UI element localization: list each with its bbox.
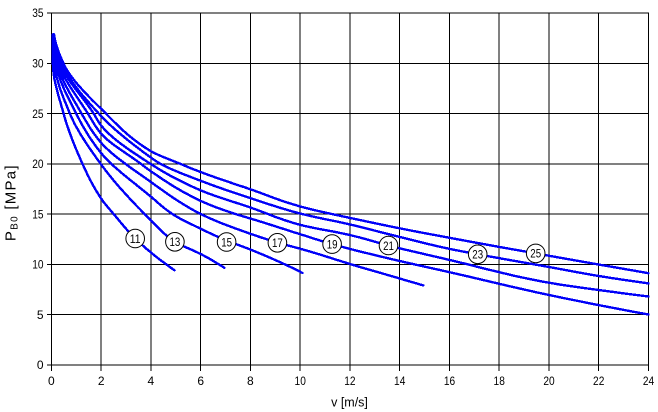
svg-text:12: 12 <box>344 374 356 388</box>
svg-text:14: 14 <box>394 374 406 388</box>
svg-text:23: 23 <box>472 248 483 262</box>
svg-text:24: 24 <box>643 374 655 388</box>
svg-text:0: 0 <box>37 358 44 372</box>
svg-text:8: 8 <box>247 374 254 388</box>
svg-text:18: 18 <box>494 374 506 388</box>
svg-text:10: 10 <box>32 258 44 272</box>
svg-text:13: 13 <box>170 235 181 249</box>
svg-text:16: 16 <box>444 374 456 388</box>
svg-text:20: 20 <box>32 157 44 171</box>
svg-text:15: 15 <box>32 207 44 221</box>
svg-text:30: 30 <box>32 57 44 71</box>
svg-text:4: 4 <box>148 374 155 388</box>
svg-text:5: 5 <box>37 308 44 322</box>
svg-text:21: 21 <box>383 239 394 253</box>
svg-text:2: 2 <box>98 374 105 388</box>
svg-text:6: 6 <box>197 374 204 388</box>
svg-text:35: 35 <box>32 6 44 20</box>
svg-text:19: 19 <box>327 237 338 251</box>
svg-text:20: 20 <box>543 374 555 388</box>
svg-text:15: 15 <box>221 235 232 249</box>
svg-text:17: 17 <box>272 236 283 250</box>
svg-text:25: 25 <box>530 247 541 261</box>
svg-text:v [m/s]: v [m/s] <box>331 395 368 409</box>
svg-text:11: 11 <box>130 232 141 246</box>
svg-text:10: 10 <box>295 374 307 388</box>
svg-text:0: 0 <box>48 374 55 388</box>
svg-text:22: 22 <box>593 374 605 388</box>
svg-text:25: 25 <box>32 107 44 121</box>
